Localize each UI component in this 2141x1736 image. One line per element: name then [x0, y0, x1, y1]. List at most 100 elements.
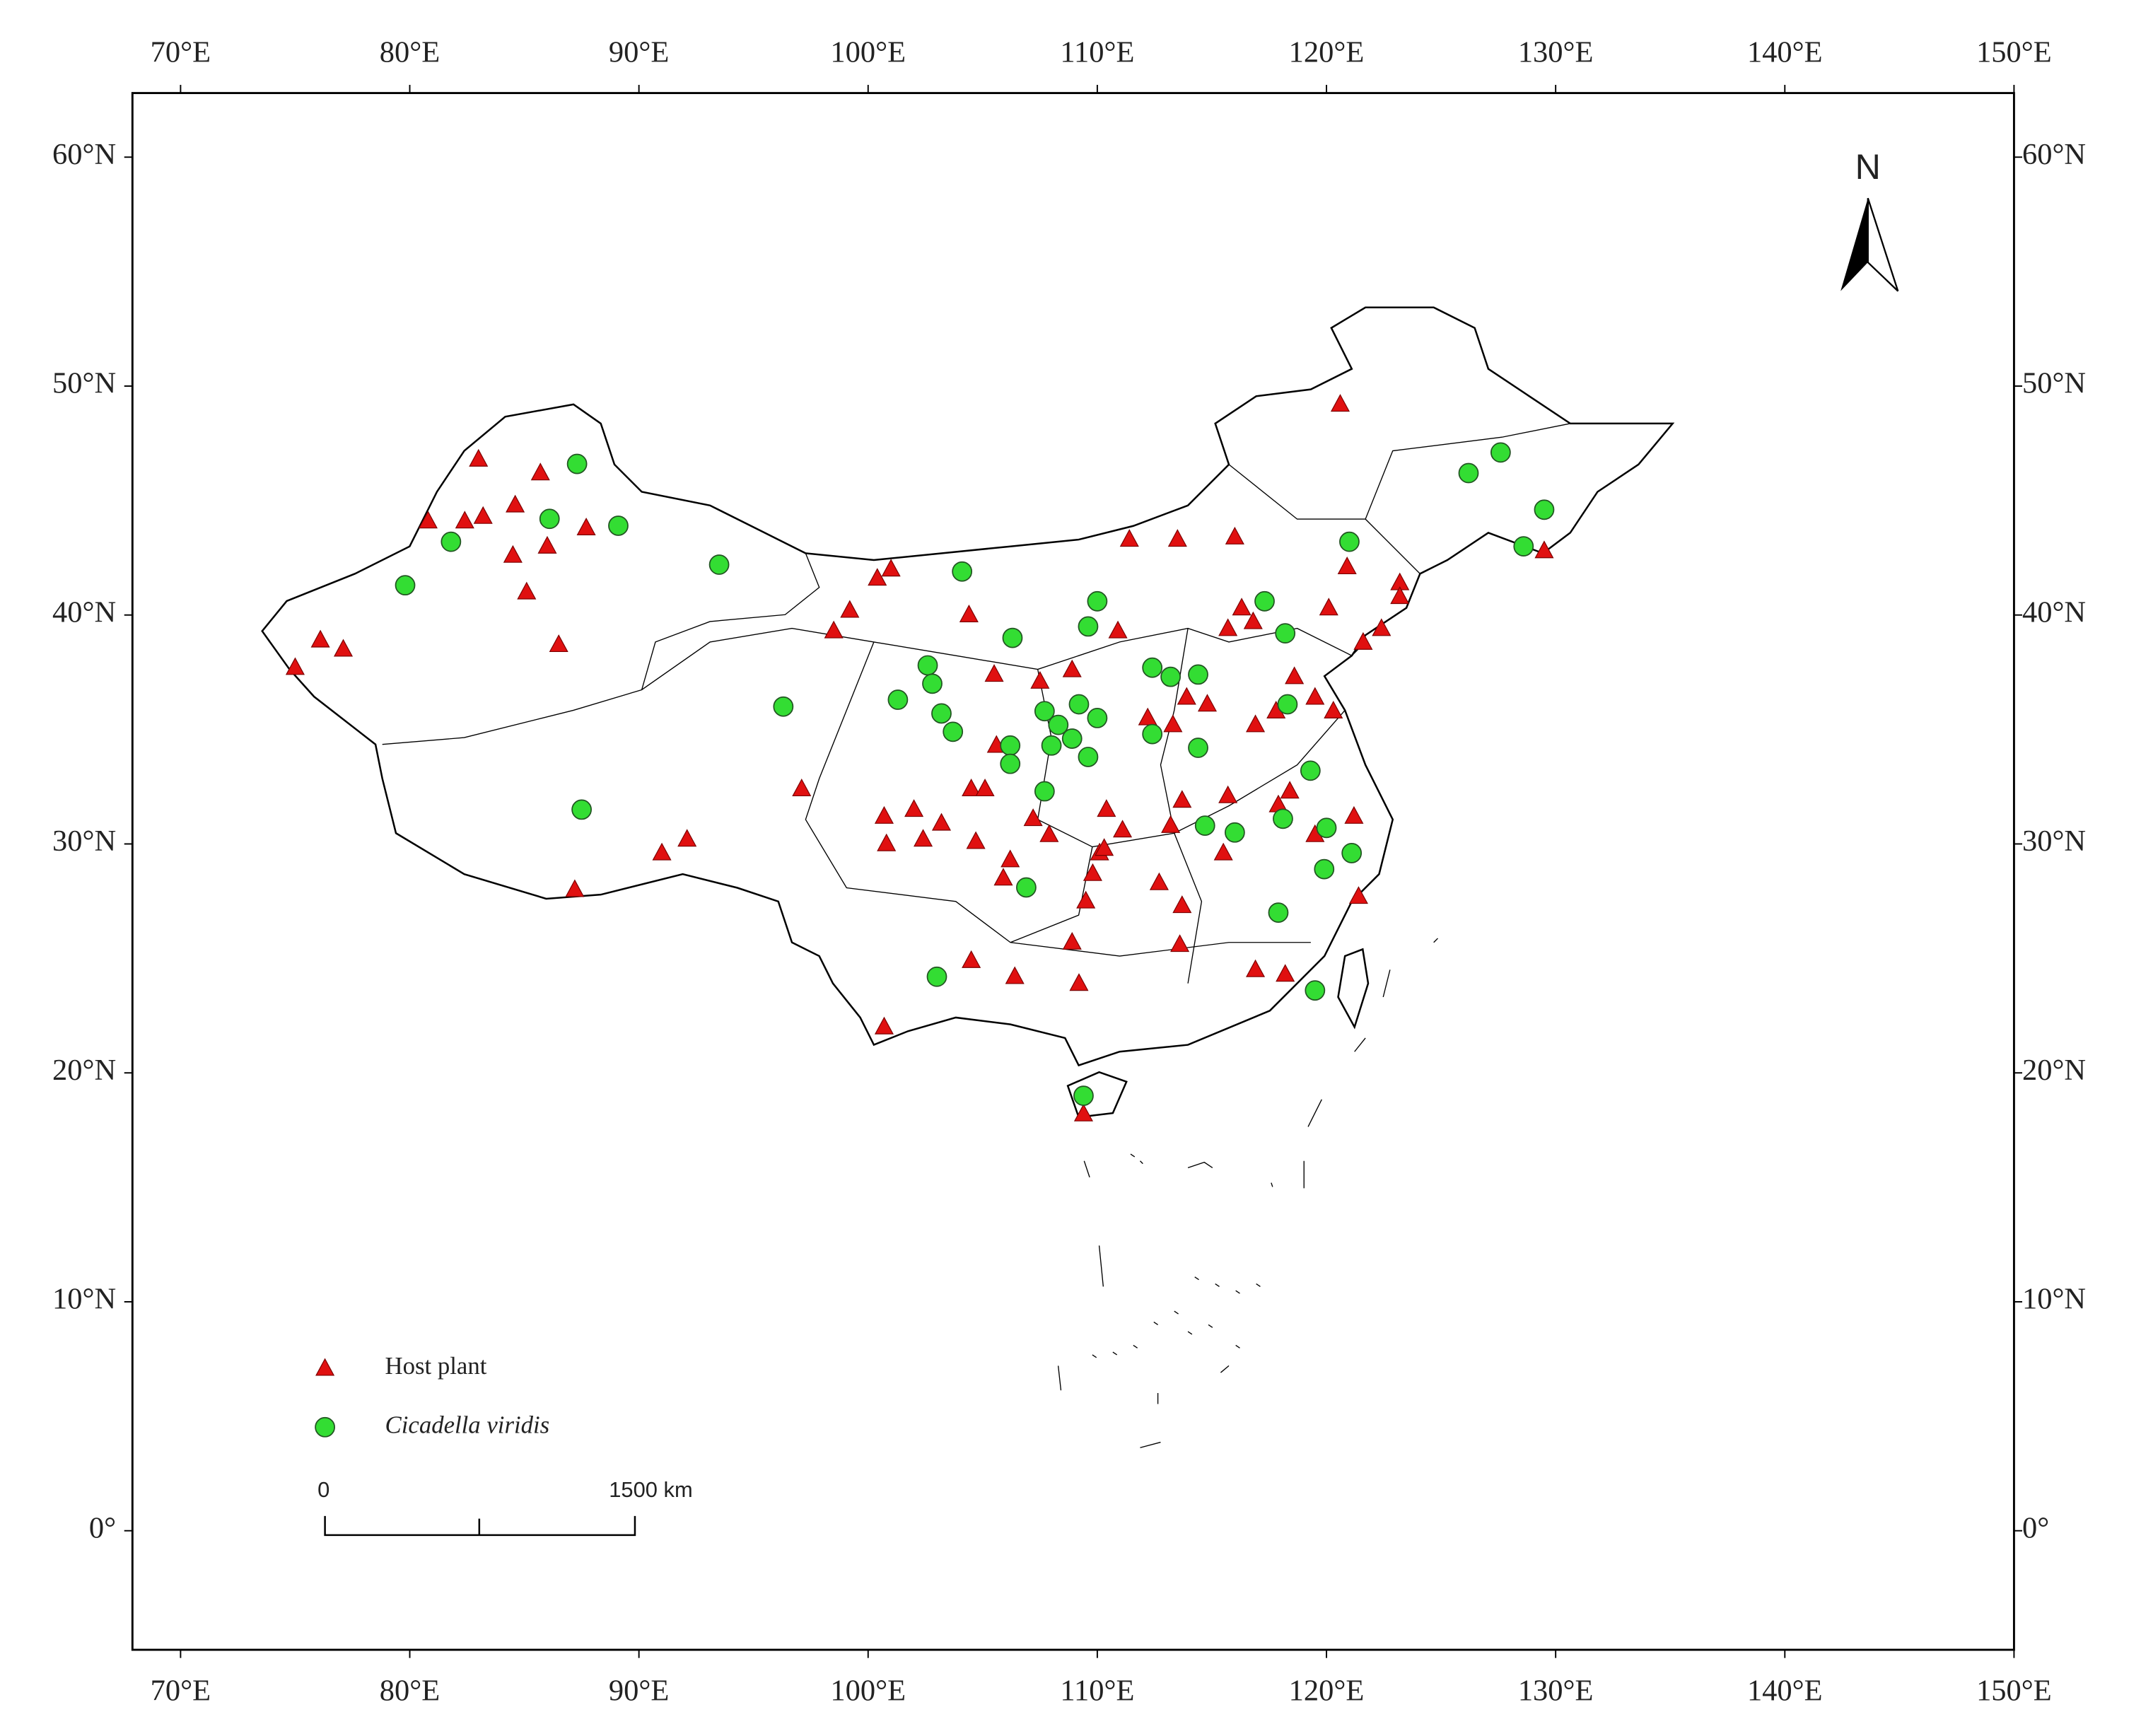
cicadella-point: [395, 575, 416, 596]
host-plant-point: [881, 559, 901, 577]
y-tick-label: 40°N: [52, 595, 116, 629]
cicadella-point: [1078, 747, 1099, 767]
cicadella-point: [1275, 623, 1296, 644]
host-plant-point: [1172, 895, 1192, 914]
x-tick-label: 90°E: [609, 1674, 669, 1708]
cicadella-point: [1041, 735, 1062, 756]
cicadella-point: [1073, 1085, 1094, 1106]
host-plant-point: [868, 568, 887, 586]
scale-bar: 0 1500 km: [317, 1477, 693, 1537]
cicadella-point: [1300, 760, 1321, 781]
y-tick-label: 50°N: [2022, 367, 2086, 400]
host-plant-point: [1232, 598, 1252, 616]
host-plant-point: [576, 517, 596, 535]
host-plant-point: [1083, 863, 1102, 881]
cicadella-point: [1224, 822, 1245, 843]
host-plant-point: [1218, 618, 1238, 636]
host-plant-point: [652, 842, 672, 861]
y-tick-label: 20°N: [2022, 1054, 2086, 1087]
map-frame: [131, 92, 2015, 1651]
north-label: N: [1855, 147, 1881, 187]
x-tick-label: 70°E: [151, 1674, 211, 1708]
legend-label: Cicadella viridis: [385, 1411, 550, 1438]
cicadella-point: [441, 531, 462, 552]
legend-label: Host plant: [385, 1352, 487, 1380]
host-plant-point: [874, 1016, 894, 1035]
host-plant-point: [1348, 886, 1368, 904]
y-tick-label: 40°N: [2022, 595, 2086, 629]
host-plant-point: [469, 448, 489, 467]
y-tick-label: 10°N: [2022, 1283, 2086, 1316]
host-plant-point: [1246, 959, 1266, 977]
host-plant-point: [1177, 687, 1196, 705]
y-tick-label: 30°N: [52, 825, 116, 858]
cicadella-point: [1341, 843, 1363, 863]
cicadella-point: [1490, 442, 1511, 463]
host-plant-point: [1108, 620, 1128, 639]
host-plant-point: [840, 600, 860, 618]
host-plant-point: [1163, 714, 1183, 733]
cicadella-point: [773, 696, 794, 717]
x-tick-label: 120°E: [1289, 1674, 1365, 1708]
host-plant-point: [1005, 966, 1025, 984]
cicadella-point: [1316, 817, 1337, 839]
cicadella-point: [952, 561, 973, 582]
x-tick-label: 70°E: [151, 35, 211, 69]
cicadella-point: [1000, 735, 1021, 756]
x-tick-label: 140°E: [1747, 35, 1823, 69]
cicadella-point: [1087, 590, 1108, 612]
x-tick-label: 150°E: [1976, 1674, 2052, 1708]
cicadella-point: [539, 508, 560, 530]
cicadella-point: [1142, 723, 1163, 745]
host-plant-point: [565, 879, 585, 897]
host-plant-point: [503, 544, 523, 563]
cicadella-point: [1061, 728, 1083, 749]
host-plant-point: [1243, 611, 1263, 629]
cicadella-point: [608, 515, 629, 536]
cicadella-point: [926, 966, 947, 987]
host-plant-point: [537, 535, 557, 554]
y-tick-label: 60°N: [52, 138, 116, 171]
cicadella-point: [1339, 531, 1360, 552]
cicadella-point: [566, 453, 588, 474]
cicadella-point: [1534, 499, 1555, 520]
host-plant-point: [962, 950, 981, 968]
host-plant-point: [1213, 842, 1233, 861]
host-plant-point: [1330, 394, 1350, 412]
x-tick-label: 130°E: [1518, 35, 1594, 69]
host-plant-point: [1225, 526, 1244, 544]
host-plant-point: [1324, 700, 1343, 718]
host-plant-point: [1119, 529, 1139, 547]
cicadella-point: [1016, 877, 1037, 898]
cicadella-point: [922, 673, 943, 694]
x-tick-label: 110°E: [1060, 1674, 1134, 1708]
host-plant-point: [931, 812, 952, 831]
host-plant-point: [1113, 820, 1133, 838]
cicadella-point: [1513, 536, 1534, 557]
y-tick-label: 60°N: [2022, 138, 2086, 171]
cicadella-point: [1254, 590, 1275, 612]
cicadella-point: [571, 799, 592, 820]
host-plant-point: [1161, 815, 1181, 833]
host-plant-point: [1390, 586, 1410, 605]
host-plant-point: [1197, 694, 1218, 712]
cicadella-point: [1277, 694, 1298, 715]
host-plant-point: [1170, 934, 1190, 953]
host-plant-point: [418, 511, 438, 529]
y-tick-label: 0°: [2022, 1511, 2049, 1544]
host-plant-point: [792, 779, 812, 797]
host-plant-point: [1097, 799, 1116, 817]
host-plant-point: [1001, 849, 1020, 868]
host-plant-point: [966, 831, 986, 849]
host-plant-point: [1372, 618, 1392, 636]
cicadella-point: [1068, 694, 1090, 715]
cicadella-point: [1305, 980, 1326, 1001]
host-plant-point: [310, 629, 330, 648]
host-plant-point: [877, 833, 897, 851]
cicadella-point: [1087, 708, 1108, 728]
host-plant-point: [455, 511, 474, 529]
cicadella-point: [1048, 714, 1069, 735]
y-tick-label: 50°N: [52, 367, 116, 400]
x-tick-label: 110°E: [1060, 35, 1134, 69]
